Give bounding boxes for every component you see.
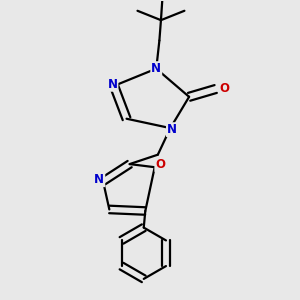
Text: N: N xyxy=(167,123,177,136)
Text: N: N xyxy=(94,173,104,186)
Text: N: N xyxy=(151,62,161,75)
Text: O: O xyxy=(220,82,230,95)
Text: N: N xyxy=(107,78,118,91)
Text: O: O xyxy=(155,158,165,171)
